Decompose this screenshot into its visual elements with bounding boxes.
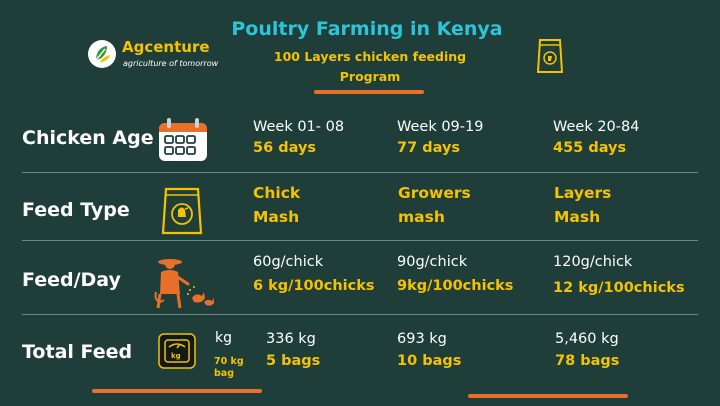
feed-type-3-line-2: Mash: [554, 208, 601, 226]
farmer-feeding-chickens-icon: [150, 254, 216, 314]
row-label-chicken-age: Chicken Age: [22, 127, 154, 149]
total-bags-1: 5 bags: [266, 353, 321, 369]
logo-tagline: agriculture of tomorrow: [123, 59, 219, 68]
scale-icon: kg: [158, 333, 196, 373]
total-kg-1: 336 kg: [266, 331, 316, 347]
page-subtitle: 100 Layers chicken feeding Program: [250, 47, 490, 87]
page-title: Poultry Farming in Kenya: [231, 18, 503, 40]
row-divider: [22, 172, 698, 173]
feed-per-chick-1: 60g/chick: [253, 254, 324, 270]
row-label-feed-type: Feed Type: [22, 199, 130, 221]
total-kg-3: 5,460 kg: [555, 331, 619, 347]
feed-type-1-line-2: Mash: [253, 208, 300, 226]
bottom-accent-line: [468, 394, 628, 398]
svg-text:kg: kg: [171, 352, 181, 360]
total-bags-3: 78 bags: [555, 353, 620, 369]
feed-type-1-line-1: Chick: [253, 184, 301, 202]
feed-type-2-line-2: mash: [398, 208, 445, 226]
logo-name: Agcenture: [122, 38, 210, 56]
feed-bag-icon: [534, 36, 566, 76]
total-kg-2: 693 kg: [397, 331, 447, 347]
feed-bag-icon: [158, 183, 206, 241]
feed-type-2-line-1: Growers: [398, 184, 471, 202]
feed-type-3-line-1: Layers: [554, 184, 612, 202]
feed-per-100-chicks-1: 6 kg/100chicks: [253, 278, 375, 294]
subtitle-line-2: Program: [339, 69, 401, 84]
row-divider: [22, 314, 698, 315]
bag-size-note-line-1: 70 kg: [214, 356, 244, 367]
agcenture-logo: Agcenture agriculture of tomorrow: [86, 38, 236, 78]
feed-per-chick-3: 120g/chick: [553, 254, 633, 270]
row-divider: [22, 240, 698, 241]
subtitle-line-1: 100 Layers chicken feeding: [273, 49, 467, 64]
feed-type-1: Chick Mash: [253, 181, 300, 229]
age-week-range-1: Week 01- 08: [253, 119, 345, 135]
calendar-icon: [157, 117, 209, 167]
feed-per-100-chicks-2: 9kg/100chicks: [397, 278, 514, 294]
row-label-total-feed: Total Feed: [22, 341, 133, 363]
age-week-range-2: Week 09-19: [397, 119, 484, 135]
age-days-2: 77 days: [397, 140, 461, 156]
feed-type-2: Growers mash: [398, 181, 471, 229]
feed-type-3: Layers Mash: [554, 181, 611, 229]
row-label-feed-per-day: Feed/Day: [22, 269, 121, 291]
bottom-accent-line: [92, 389, 262, 393]
leaf-logo-icon: [88, 40, 116, 68]
bag-size-note-line-2: bag: [214, 368, 235, 379]
feed-per-100-chicks-3: 12 kg/100chicks: [553, 280, 685, 296]
total-bags-2: 10 bags: [397, 353, 462, 369]
age-week-range-3: Week 20-84: [553, 119, 640, 135]
unit-label: kg: [215, 330, 232, 346]
bag-size-note: 70 kg bag: [214, 356, 244, 380]
age-days-1: 56 days: [253, 140, 317, 156]
title-underline: [314, 90, 424, 94]
feed-per-chick-2: 90g/chick: [397, 254, 468, 270]
age-days-3: 455 days: [553, 140, 627, 156]
